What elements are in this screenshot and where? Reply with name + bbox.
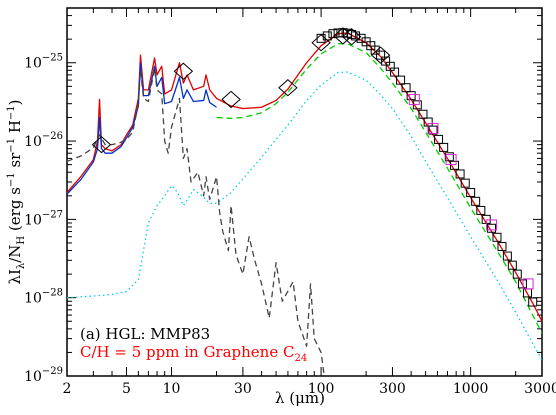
square-marker [434, 134, 444, 144]
diamond-marker [341, 28, 362, 46]
x-tick-label: 300 [379, 381, 406, 397]
square-marker [356, 33, 366, 43]
diamond-marker [311, 34, 331, 52]
square-marker [450, 160, 460, 170]
diamond-marker [370, 46, 391, 64]
y-axis-title: λIλ/NH (erg s−1 sr−1 H−1) [6, 99, 27, 284]
x-tick-labels: 2 5 10 30 100 300 1000 3000 [63, 381, 556, 397]
magenta-square-marker [445, 154, 457, 166]
square-marker [528, 297, 538, 307]
x-tick-label: 10 [163, 381, 181, 397]
svg-text:λIλ/NH (erg s−1 sr−1 H−1): λIλ/NH (erg s−1 sr−1 H−1) [6, 99, 27, 284]
axis-ticks [66, 8, 543, 377]
square-marker [455, 169, 465, 179]
series-line-2 [216, 43, 542, 334]
y-tick-label: 10−25 [24, 53, 63, 72]
y-tick-label: 10−29 [24, 366, 63, 385]
x-tick-label: 100 [308, 381, 335, 397]
plot-frame [66, 7, 543, 377]
magenta-square-marker [486, 219, 498, 231]
y-tick-label: 10−26 [24, 131, 63, 150]
square-marker [316, 33, 326, 43]
square-marker [406, 91, 416, 101]
diamond-marker [333, 27, 353, 45]
diamond-marker [278, 79, 298, 97]
square-marker [502, 251, 512, 261]
square-marker [466, 188, 476, 198]
square-marker [370, 45, 380, 55]
x-tick-label: 30 [234, 381, 252, 397]
square-marker [418, 109, 428, 119]
x-tick-label: 1000 [453, 381, 489, 397]
series-line-0 [67, 32, 542, 322]
diamond-marker [221, 90, 241, 109]
x-axis-title: λ (μm) [275, 389, 325, 407]
series-line-4 [67, 67, 325, 376]
y-tick-labels: 10−29 10−28 10−27 10−26 10−25 [24, 53, 63, 385]
magenta-square-marker [427, 122, 439, 134]
square-marker [471, 196, 481, 206]
square-marker [517, 279, 527, 289]
square-marker [333, 28, 343, 38]
square-marker [381, 56, 391, 66]
square-marker [396, 75, 406, 85]
square-marker [492, 232, 502, 242]
x-tick-label: 2 [63, 381, 72, 397]
magenta-square-marker [408, 93, 420, 105]
square-marker [376, 50, 386, 60]
annotation-model: (a) HGL: MMP83 [80, 325, 210, 343]
series-line-1 [67, 62, 217, 195]
series-line-3 [67, 71, 542, 361]
square-marker [512, 269, 522, 279]
square-marker [444, 152, 454, 162]
square-marker [507, 260, 517, 270]
square-marker [460, 178, 470, 188]
square-marker [390, 67, 400, 77]
series-layer [67, 32, 542, 376]
annotation-abundance: C/H = 5 ppm in Graphene C24 [80, 343, 307, 364]
square-marker [428, 125, 438, 135]
diamond-marker [173, 62, 194, 80]
square-marker [487, 223, 497, 233]
y-tick-label: 10−28 [24, 288, 63, 307]
square-marker [401, 83, 411, 93]
diamond-marker [91, 135, 112, 154]
y-tick-label: 10−27 [24, 209, 63, 228]
square-marker [497, 242, 507, 252]
x-tick-label: 5 [122, 381, 131, 397]
magenta-square-marker [522, 278, 534, 290]
square-marker [476, 205, 486, 215]
square-marker [439, 142, 449, 152]
markers-layer [91, 27, 538, 307]
x-tick-label: 3000 [524, 381, 556, 397]
